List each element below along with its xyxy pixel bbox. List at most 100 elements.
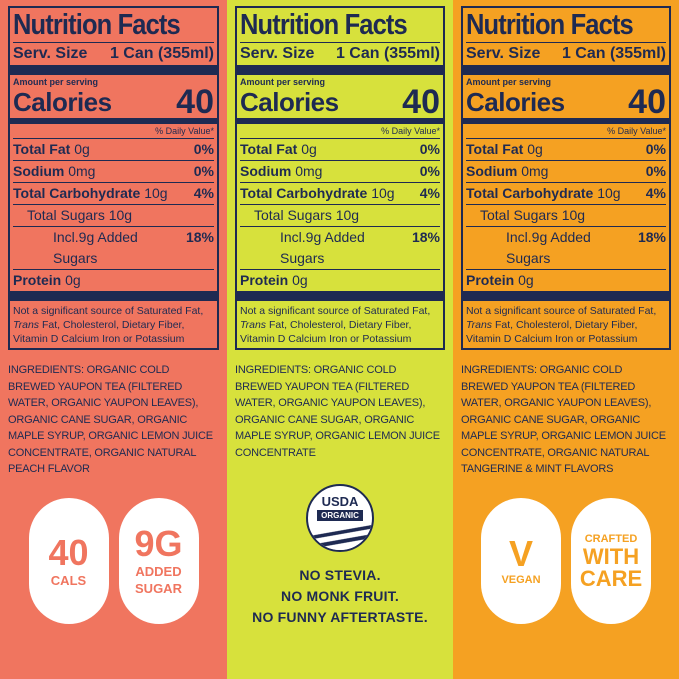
footnote-line-2-rest: Fat, Cholesterol, Dietary Fiber, xyxy=(266,319,412,331)
panel-peach: Nutrition Facts Serv. Size 1 Can (355ml)… xyxy=(0,0,227,679)
protein-label: Protein xyxy=(13,272,62,288)
sodium-pct: 0% xyxy=(419,163,440,179)
daily-value-header: % Daily Value* xyxy=(466,124,666,139)
footnote: Not a significant source of Saturated Fa… xyxy=(13,301,214,346)
serving-size-row: Serv. Size 1 Can (355ml) xyxy=(466,42,666,65)
crafted-badge-line-2: WITH xyxy=(582,544,640,569)
total-fat-amount: 0g xyxy=(527,141,543,157)
total-fat-pct: 0% xyxy=(419,141,440,157)
organic-text: ORGANIC xyxy=(317,510,363,521)
carbohydrate-row: Total Carbohydrate 10g 4% xyxy=(13,183,214,205)
added-sugar-badge-line-1: ADDED xyxy=(135,564,182,579)
added-sugars: Incl.9g Added Sugars xyxy=(280,229,365,266)
footnote: Not a significant source of Saturated Fa… xyxy=(466,301,666,346)
serving-size-value: 1 Can (355ml) xyxy=(561,45,666,62)
calories-row: Calories 40 xyxy=(466,83,666,121)
total-fat-row: Total Fat 0g 0% xyxy=(13,139,214,161)
added-sugar-badge: 9G ADDED SUGAR xyxy=(118,498,199,624)
protein-row: Protein 0g xyxy=(240,270,440,291)
vegan-badge-label: VEGAN xyxy=(501,574,541,586)
calories-value: 40 xyxy=(402,83,440,121)
added-sugars-pct: 18% xyxy=(637,229,666,245)
total-sugars-row: Total Sugars 10g xyxy=(466,205,666,227)
footnote-line-1: Not a significant source of Saturated Fa… xyxy=(240,305,431,317)
sodium-amount: 0mg xyxy=(68,163,96,179)
total-sugars: Total Sugars 10g xyxy=(27,207,133,223)
seal-field-graphic xyxy=(308,525,372,550)
nutrition-facts-label: Nutrition Facts Serv. Size 1 Can (355ml)… xyxy=(8,6,219,350)
carbohydrate-amount: 10g xyxy=(144,185,168,201)
sodium-pct: 0% xyxy=(645,163,666,179)
crafted-with-care-badge: CRAFTED WITH CARE xyxy=(571,498,651,624)
calories-value: 40 xyxy=(628,83,666,121)
protein-row: Protein 0g xyxy=(466,270,666,291)
serving-size-label: Serv. Size xyxy=(466,45,541,62)
total-fat-label: Total Fat xyxy=(240,141,298,157)
badges: V VEGAN CRAFTED WITH CARE xyxy=(453,498,679,624)
nutrition-facts-label: Nutrition Facts Serv. Size 1 Can (355ml)… xyxy=(235,6,445,350)
sodium-row: Sodium 0mg 0% xyxy=(240,161,440,183)
divider-thick xyxy=(237,291,443,301)
amount-per-serving: Amount per serving xyxy=(466,77,552,87)
total-fat-label: Total Fat xyxy=(13,141,71,157)
calories-badge-label: CALS xyxy=(50,572,87,588)
footnote-line-3: Vitamin D Calcium Iron or Potassium xyxy=(240,333,412,345)
total-fat-label: Total Fat xyxy=(466,141,524,157)
added-sugars-row: Incl.9g Added Sugars 18% xyxy=(240,227,440,270)
usda-organic-seal-icon: USDA ORGANIC xyxy=(306,484,374,552)
divider-thick xyxy=(463,291,669,301)
footnote-line-2-rest: Fat, Cholesterol, Dietary Fiber, xyxy=(492,319,638,331)
carbohydrate-pct: 4% xyxy=(419,185,440,201)
ingredients-text: INGREDIENTS: ORGANIC COLD BREWED YAUPON … xyxy=(235,364,440,459)
total-fat-row: Total Fat 0g 0% xyxy=(240,139,440,161)
footnote: Not a significant source of Saturated Fa… xyxy=(240,301,440,346)
calories-row: Calories 40 xyxy=(13,83,214,121)
footnote-trans: Trans xyxy=(13,319,40,331)
carbohydrate-row: Total Carbohydrate 10g 4% xyxy=(466,183,666,205)
divider-medium xyxy=(463,118,669,124)
vegan-badge: V VEGAN xyxy=(481,498,561,624)
footnote-line-3: Vitamin D Calcium Iron or Potassium xyxy=(466,333,638,345)
total-fat-amount: 0g xyxy=(301,141,317,157)
footnote-line-3: Vitamin D Calcium Iron or Potassium xyxy=(13,333,185,345)
nutrition-facts-label: Nutrition Facts Serv. Size 1 Can (355ml)… xyxy=(461,6,671,350)
total-fat-row: Total Fat 0g 0% xyxy=(466,139,666,161)
footnote-line-1: Not a significant source of Saturated Fa… xyxy=(13,305,204,317)
added-sugar-badge-line-2: SUGAR xyxy=(135,581,182,596)
carbohydrate-label: Total Carbohydrate xyxy=(466,185,594,201)
serving-size-label: Serv. Size xyxy=(13,45,88,62)
added-sugar-badge-number: 9G xyxy=(134,523,183,564)
sodium-row: Sodium 0mg 0% xyxy=(466,161,666,183)
added-sugars: Incl.9g Added Sugars xyxy=(506,229,591,266)
footnote-line-2: Trans Fat, Cholesterol, Dietary Fiber, xyxy=(240,318,440,332)
protein-amount: 0g xyxy=(65,272,81,288)
carbohydrate-amount: 10g xyxy=(597,185,621,201)
carbohydrate-amount: 10g xyxy=(371,185,395,201)
added-sugars-row: Incl.9g Added Sugars 18% xyxy=(13,227,214,270)
calories-badge-number: 40 xyxy=(48,531,89,573)
serving-size-row: Serv. Size 1 Can (355ml) xyxy=(13,42,214,65)
serving-size-row: Serv. Size 1 Can (355ml) xyxy=(240,42,440,65)
footnote-line-1: Not a significant source of Saturated Fa… xyxy=(466,305,657,317)
total-sugars-row: Total Sugars 10g xyxy=(13,205,214,227)
usda-text: USDA xyxy=(321,494,359,509)
footnote-line-2-rest: Fat, Cholesterol, Dietary Fiber, xyxy=(39,319,185,331)
carbohydrate-row: Total Carbohydrate 10g 4% xyxy=(240,183,440,205)
calories-label: Calories xyxy=(240,87,339,117)
ingredients-text: INGREDIENTS: ORGANIC COLD BREWED YAUPON … xyxy=(8,364,213,475)
calories-value: 40 xyxy=(176,83,214,121)
carbohydrate-label: Total Carbohydrate xyxy=(240,185,368,201)
sodium-amount: 0mg xyxy=(295,163,323,179)
protein-label: Protein xyxy=(466,272,515,288)
total-sugars: Total Sugars 10g xyxy=(480,207,586,223)
sodium-label: Sodium xyxy=(466,163,518,179)
protein-amount: 0g xyxy=(518,272,534,288)
divider-thick xyxy=(463,65,669,75)
panel-lemon: Nutrition Facts Serv. Size 1 Can (355ml)… xyxy=(227,0,453,679)
total-sugars: Total Sugars 10g xyxy=(254,207,360,223)
sodium-label: Sodium xyxy=(13,163,65,179)
divider-medium xyxy=(10,118,217,124)
sodium-label: Sodium xyxy=(240,163,292,179)
claim-no-monk-fruit: NO MONK FRUIT. xyxy=(281,588,399,604)
